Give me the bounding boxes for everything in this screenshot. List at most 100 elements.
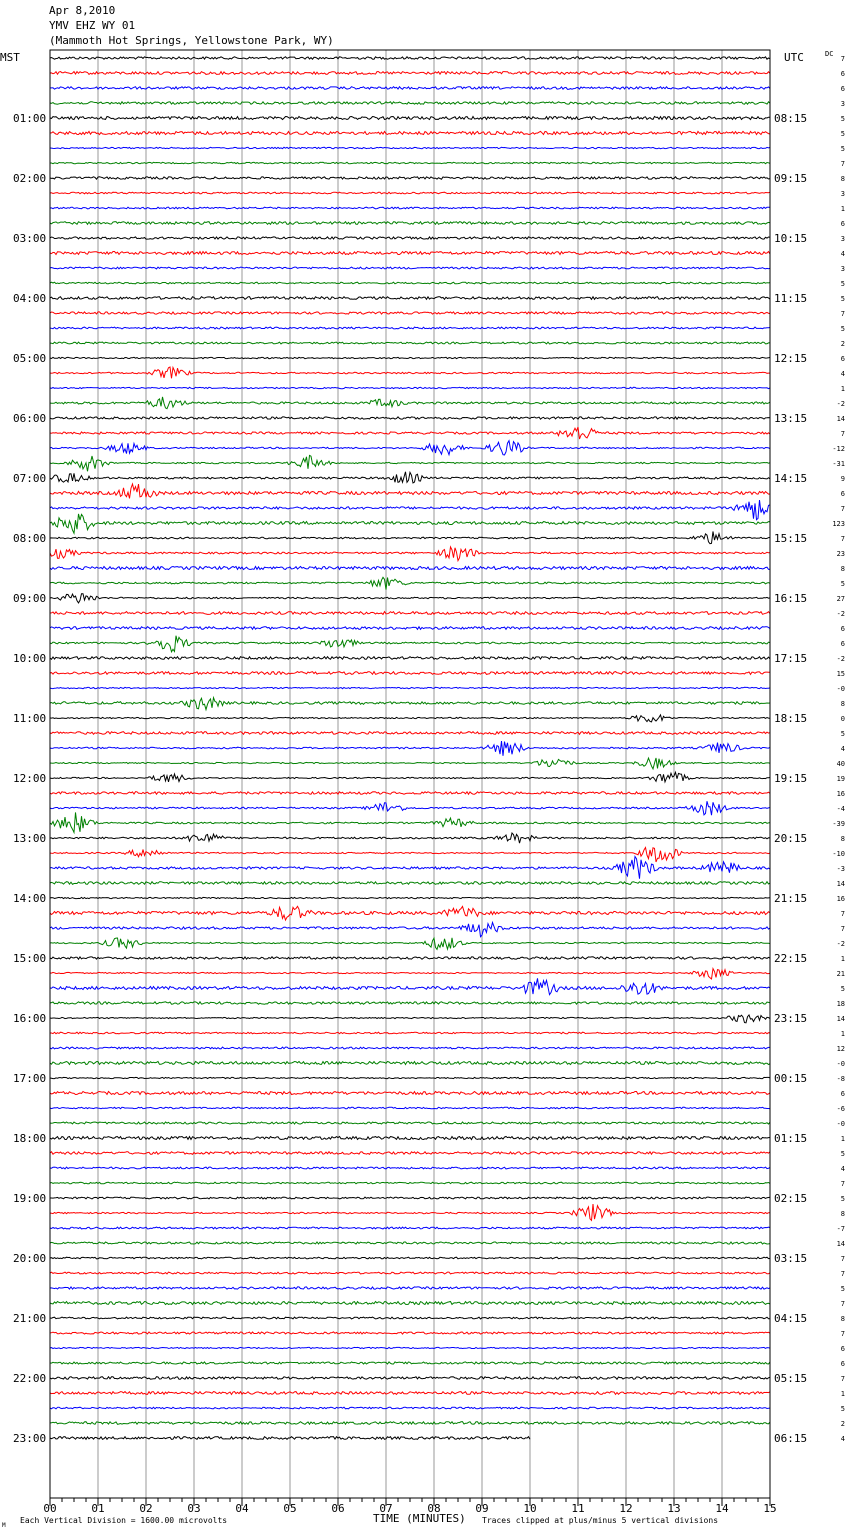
trace-line [49,801,771,816]
footer-right: Traces clipped at plus/minus 5 vertical … [482,1516,718,1525]
trace-line [49,206,770,210]
dc-value: 27 [837,595,845,603]
utc-hour-label: 04:15 [774,1312,807,1325]
trace-line [49,416,771,421]
dc-value: -10 [832,850,845,858]
trace-line [49,100,771,105]
utc-hour-label: 17:15 [774,652,807,665]
dc-value: 4 [841,1165,845,1173]
dc-value: 14 [837,1015,845,1023]
mst-hour-label: 11:00 [13,712,46,725]
trace-line [49,1331,771,1335]
trace-line [49,482,771,499]
dc-value: 6 [841,1360,845,1368]
dc-value: 7 [841,1375,845,1383]
dc-value: 8 [841,835,845,843]
trace-line [49,365,770,379]
trace-line [49,85,771,91]
dc-value: -2 [837,655,845,663]
trace-line [49,1203,770,1222]
dc-value: 5 [841,130,845,138]
x-tick-label: 10 [523,1502,536,1515]
dc-value: 6 [841,1345,845,1353]
mst-hour-label: 08:00 [13,532,46,545]
dc-value: -4 [837,805,845,813]
utc-hour-label: 21:15 [774,892,807,905]
mst-hour-label: 22:00 [13,1372,46,1385]
dc-value: 6 [841,85,845,93]
plot-frame [49,49,771,1499]
dc-value: 7 [841,55,845,63]
trace-line [49,1375,771,1381]
dc-value: 3 [841,235,845,243]
x-tick-label: 00 [43,1502,56,1515]
trace-line [49,266,771,270]
utc-hour-label: 23:15 [774,1012,807,1025]
dc-value: 16 [837,895,845,903]
dc-value: -2 [837,940,845,948]
trace-line [49,1000,771,1006]
x-tick-label: 04 [235,1502,249,1515]
trace-line [49,686,771,690]
trace-line [50,161,771,165]
x-tick-label: 02 [139,1502,152,1515]
dc-value: 5 [841,580,845,588]
utc-hour-label: 01:15 [774,1132,807,1145]
dc-value: 5 [841,985,845,993]
mst-hour-label: 20:00 [13,1252,46,1265]
trace-line [49,1014,771,1024]
dc-value: 3 [841,100,845,108]
mst-hour-label: 19:00 [13,1192,46,1205]
footer-mark: M [2,1522,6,1529]
trace-line [49,326,771,330]
dc-value: 8 [841,1315,845,1323]
dc-value: 18 [837,1000,845,1008]
trace-line [49,896,771,900]
x-tick-label: 13 [667,1502,680,1515]
trace-line [50,1196,771,1200]
x-tick-label: 08 [427,1502,440,1515]
dc-value: 14 [837,880,845,888]
dc-value: 8 [841,1210,845,1218]
dc-value: 5 [841,1150,845,1158]
trace-line [49,1316,770,1320]
mst-hour-label: 04:00 [13,292,46,305]
trace-line [49,670,771,676]
trace-line [49,386,771,390]
x-tick-label: 03 [187,1502,200,1515]
utc-hour-label: 08:15 [774,112,807,125]
trace-line [49,146,771,150]
mst-hour-label: 01:00 [13,112,46,125]
trace-line [49,1420,771,1426]
utc-hour-label: 22:15 [774,952,807,965]
dc-value: 7 [841,925,845,933]
utc-hour-label: 11:15 [774,292,807,305]
trace-line [49,936,771,951]
dc-value: 4 [841,370,845,378]
dc-value: 6 [841,355,845,363]
mst-hour-label: 05:00 [13,352,46,365]
mst-hour-label: 06:00 [13,412,46,425]
dc-value: -3 [837,865,845,873]
trace-line [49,1106,771,1110]
trace-line [49,1226,771,1230]
dc-value: 4 [841,250,845,258]
right-axis-label: UTC [784,51,804,64]
trace-line [49,70,771,76]
header-date: Apr 8,2010 [49,4,116,17]
trace-line [49,426,771,440]
dc-value: 23 [837,550,845,558]
x-tick-label: 09 [475,1502,488,1515]
dc-value: 7 [841,1270,845,1278]
dc-value: 5 [841,295,845,303]
mst-hour-label: 23:00 [13,1432,46,1445]
trace-line [49,1090,771,1096]
trace-line [49,1390,771,1396]
mst-hour-label: 02:00 [13,172,46,185]
utc-hour-label: 12:15 [774,352,807,365]
dc-value: 14 [837,1240,845,1248]
trace-line [49,956,771,961]
dc-value: -31 [832,460,845,468]
dc-value: -0 [837,685,845,693]
